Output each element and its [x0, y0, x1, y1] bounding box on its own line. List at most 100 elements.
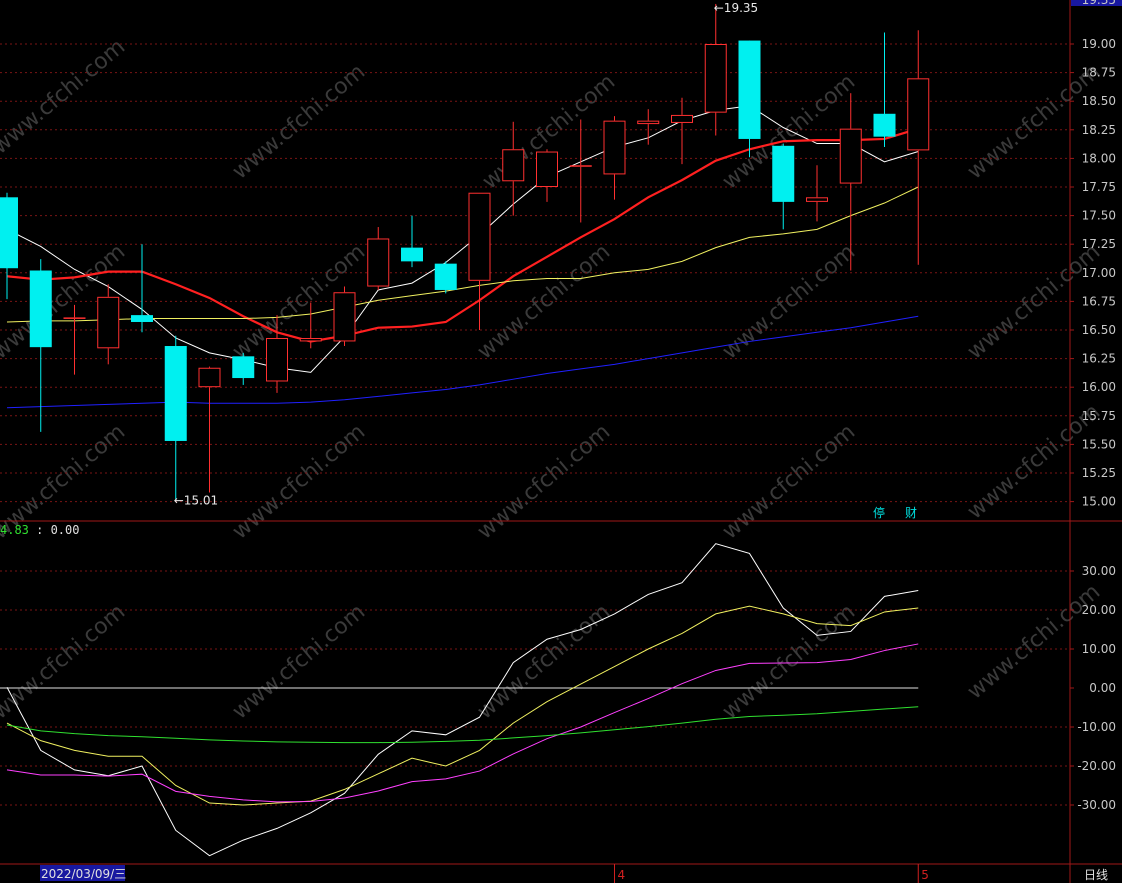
- indicator-line: [6, 605, 919, 806]
- candle-body: [29, 270, 52, 348]
- candle-body: [772, 145, 795, 202]
- moving-average-line: [6, 186, 919, 323]
- candle-body: [603, 120, 626, 175]
- price-tick-label: 15.50: [1082, 437, 1116, 451]
- candle-body: [806, 197, 828, 202]
- candle-body: [232, 356, 255, 379]
- candle[interactable]: [502, 121, 525, 216]
- candle-body: [536, 151, 558, 187]
- moving-average-lines: [6, 105, 919, 409]
- price-tick-label: 15.75: [1082, 409, 1116, 423]
- price-tick-label: 15.00: [1082, 495, 1116, 509]
- candle-body: [198, 367, 221, 388]
- price-tick-label: 16.75: [1082, 294, 1116, 308]
- indicator-legend-value: 4.83: [0, 523, 29, 537]
- candle[interactable]: [29, 259, 52, 432]
- period-label: 日线: [1084, 868, 1108, 882]
- candle[interactable]: [299, 302, 322, 349]
- candle-body: [873, 113, 896, 137]
- candle[interactable]: [468, 192, 491, 330]
- candle-body: [63, 317, 86, 319]
- moving-average-line: [6, 127, 919, 343]
- indicator-tick-label: -20.00: [1077, 759, 1116, 773]
- indicator-tick-label: 0.00: [1089, 681, 1116, 695]
- candle[interactable]: [806, 165, 828, 222]
- indicator-tick-label: 20.00: [1082, 603, 1116, 617]
- candle-body: [738, 40, 761, 139]
- candle[interactable]: [907, 30, 930, 265]
- indicator-legend: 4.83 : 0.00: [0, 523, 79, 537]
- candle[interactable]: [131, 244, 153, 333]
- candle[interactable]: [333, 286, 356, 347]
- price-tick-label: 17.75: [1082, 180, 1116, 194]
- candle-body: [401, 247, 423, 262]
- current-price-label: 19.35: [1082, 0, 1116, 7]
- candle[interactable]: [671, 97, 693, 165]
- candle[interactable]: [704, 3, 727, 136]
- candle[interactable]: [536, 149, 558, 202]
- moving-average-line: [6, 105, 919, 373]
- price-tick-label: 17.50: [1082, 209, 1116, 223]
- candle[interactable]: [738, 40, 761, 158]
- indicator-line: [6, 706, 919, 744]
- candle[interactable]: [772, 143, 795, 230]
- moving-average-line: [6, 315, 919, 409]
- month-label: 5: [921, 868, 929, 882]
- indicator-legend-value: : 0.00: [29, 523, 80, 537]
- candle-body: [266, 338, 288, 382]
- indicator-tick-label: -30.00: [1077, 798, 1116, 812]
- candle-body: [907, 78, 930, 151]
- candle-body: [367, 238, 390, 287]
- candle[interactable]: [603, 116, 626, 200]
- candle-body: [468, 192, 491, 281]
- price-tick-label: 19.00: [1082, 37, 1116, 51]
- candle-body: [131, 315, 153, 322]
- candle[interactable]: [0, 192, 18, 300]
- candle[interactable]: [873, 32, 896, 147]
- candle[interactable]: [637, 109, 660, 145]
- candle[interactable]: [434, 261, 457, 294]
- indicator-tick-label: -10.00: [1077, 720, 1116, 734]
- candle[interactable]: [63, 304, 86, 375]
- indicator-gridlines: [0, 570, 1074, 806]
- high-annotation: ←19.35: [714, 1, 758, 15]
- date-highlight: [40, 865, 125, 881]
- indicator-tick-label: 30.00: [1082, 564, 1116, 578]
- candle-body: [0, 197, 18, 269]
- candlesticks[interactable]: [0, 3, 930, 500]
- candle[interactable]: [839, 93, 862, 271]
- candle[interactable]: [266, 315, 288, 393]
- candle-body: [637, 120, 660, 125]
- price-tick-label: 16.00: [1082, 380, 1116, 394]
- candle[interactable]: [164, 335, 187, 500]
- candle-body: [671, 114, 693, 123]
- candle-body: [299, 338, 322, 342]
- candle-body: [839, 128, 862, 184]
- price-tick-label: 18.00: [1082, 151, 1116, 165]
- month-label: 4: [618, 868, 626, 882]
- candle-body: [97, 296, 120, 349]
- candle-body: [434, 263, 457, 290]
- event-badge: 停: [873, 505, 885, 520]
- indicator-line: [6, 543, 919, 857]
- candle[interactable]: [569, 119, 592, 223]
- candle[interactable]: [401, 215, 423, 268]
- candle[interactable]: [232, 352, 255, 385]
- price-tick-label: 17.25: [1082, 237, 1116, 251]
- date-label: 2022/03/09/三: [41, 867, 126, 881]
- candle[interactable]: [97, 284, 120, 365]
- price-tick-label: 18.50: [1082, 94, 1116, 108]
- indicator-line: [6, 643, 919, 803]
- price-tick-label: 18.75: [1082, 66, 1116, 80]
- indicator-tick-label: 10.00: [1082, 642, 1116, 656]
- price-tick-label: 17.00: [1082, 266, 1116, 280]
- indicator-lines: [6, 543, 919, 857]
- candle-body: [569, 165, 592, 167]
- candle[interactable]: [198, 366, 221, 493]
- price-gridlines: [0, 43, 1074, 503]
- price-tick-label: 15.25: [1082, 466, 1116, 480]
- candle[interactable]: [367, 227, 390, 290]
